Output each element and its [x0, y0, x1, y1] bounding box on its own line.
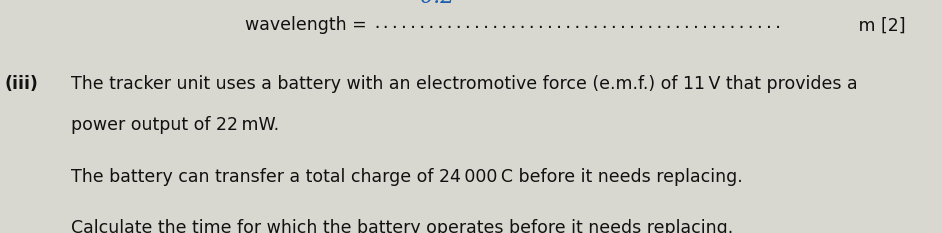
Text: power output of 22 mW.: power output of 22 mW.	[71, 116, 279, 134]
Text: Calculate the time for which the battery operates before it needs replacing.: Calculate the time for which the battery…	[71, 219, 733, 233]
Text: .............................................: ........................................…	[372, 16, 783, 31]
Text: wavelength =: wavelength =	[245, 16, 372, 34]
Text: The battery can transfer a total charge of 24 000 C before it needs replacing.: The battery can transfer a total charge …	[71, 168, 742, 186]
Text: 0.2: 0.2	[419, 0, 455, 8]
Text: The tracker unit uses a battery with an electromotive force (e.m.f.) of 11 V tha: The tracker unit uses a battery with an …	[71, 75, 857, 93]
Text: (iii): (iii)	[5, 75, 39, 93]
Text: m [2]: m [2]	[853, 16, 905, 34]
